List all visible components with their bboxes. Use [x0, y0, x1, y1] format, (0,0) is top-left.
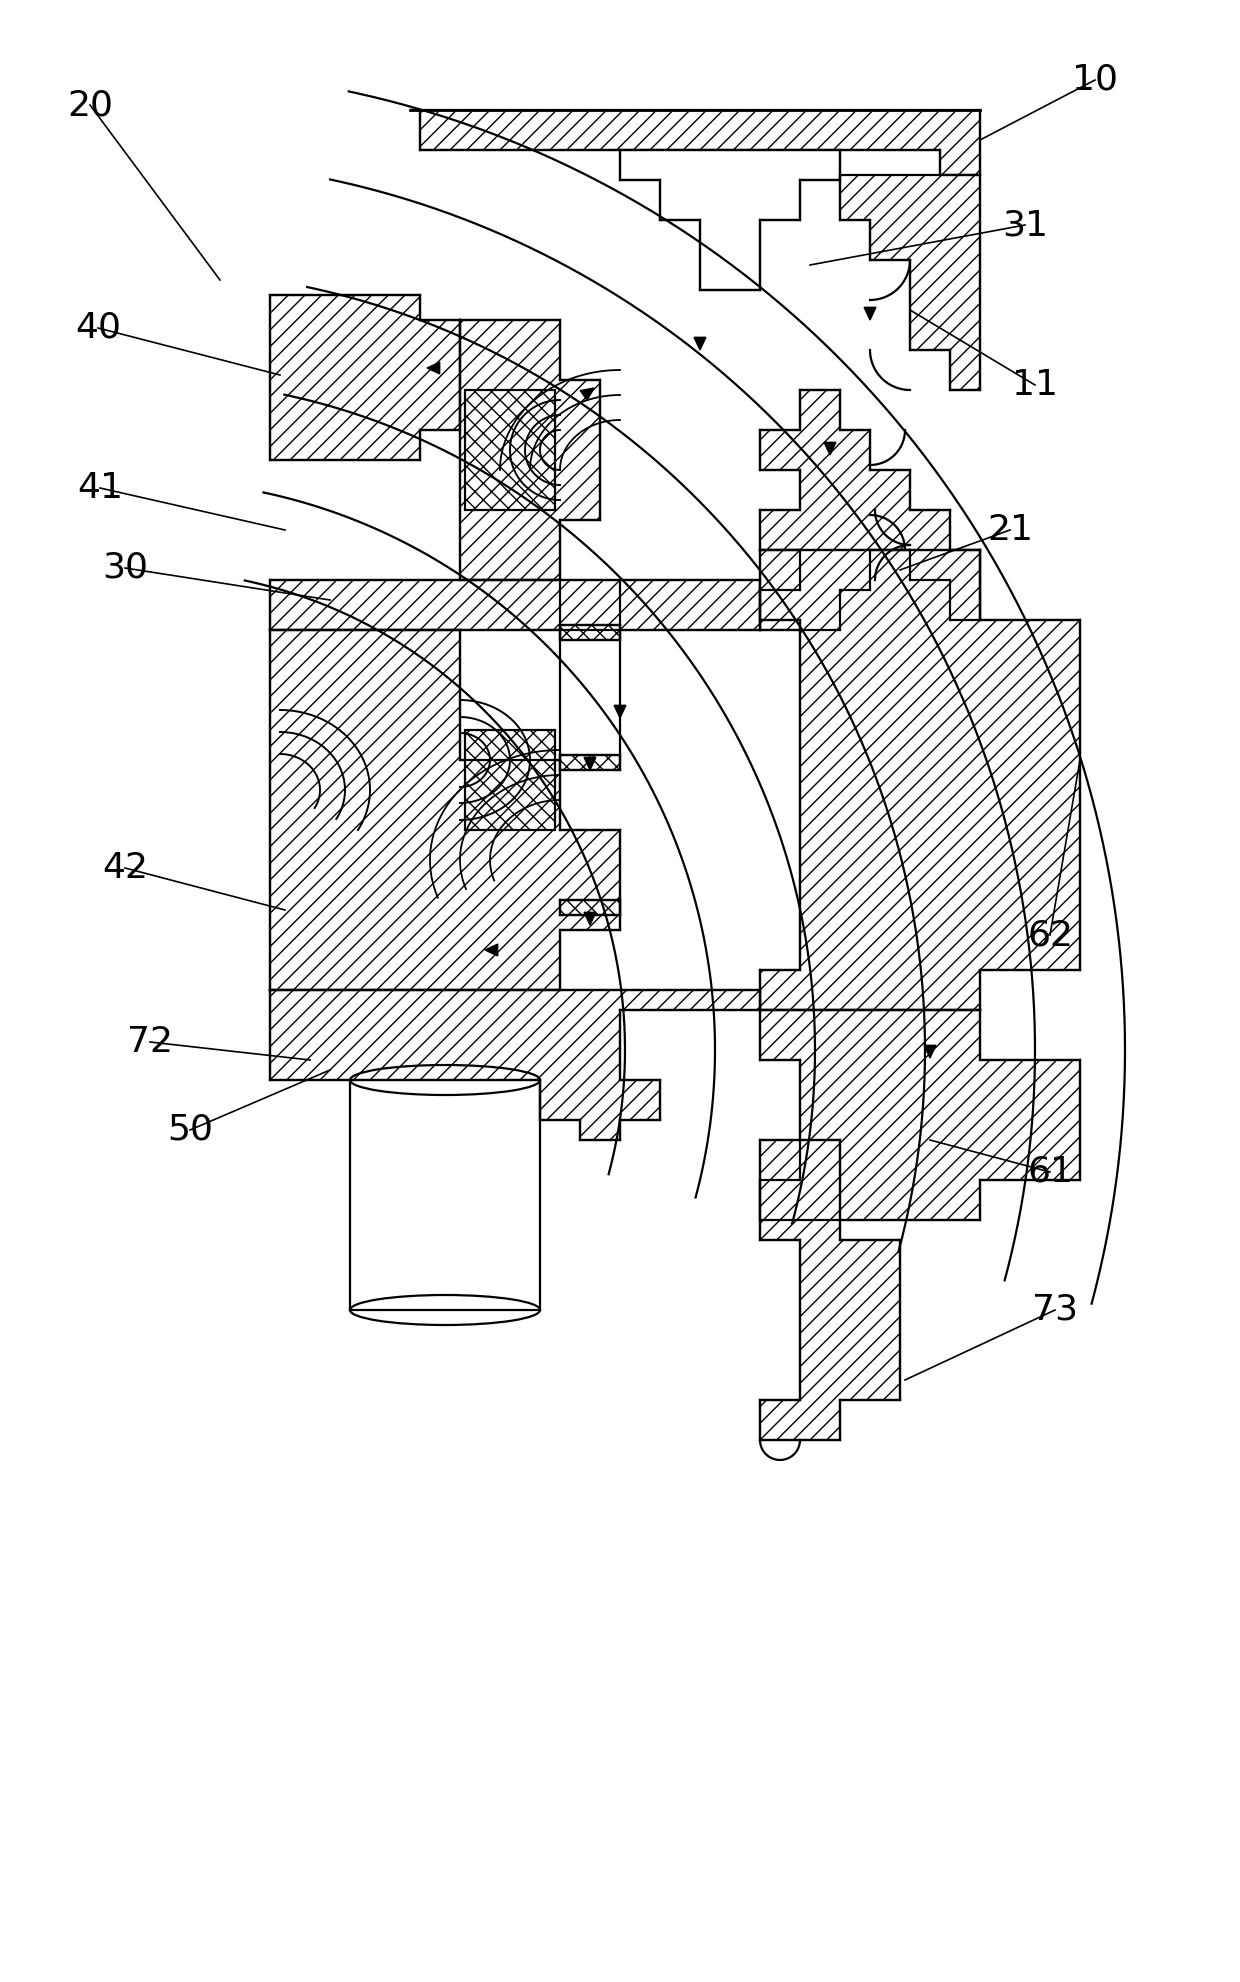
Polygon shape [614, 706, 626, 717]
Polygon shape [584, 912, 596, 926]
Polygon shape [584, 757, 596, 769]
Polygon shape [427, 363, 440, 375]
Polygon shape [560, 755, 620, 769]
Polygon shape [864, 307, 875, 319]
Polygon shape [270, 630, 620, 989]
Text: 72: 72 [126, 1025, 174, 1058]
Polygon shape [760, 1011, 1080, 1221]
Text: 62: 62 [1027, 918, 1073, 951]
Text: 20: 20 [67, 87, 113, 123]
Polygon shape [760, 1140, 900, 1441]
Text: 10: 10 [1073, 63, 1118, 97]
Polygon shape [485, 943, 497, 955]
Text: 61: 61 [1027, 1156, 1073, 1189]
Polygon shape [760, 549, 1080, 1011]
Text: 30: 30 [102, 551, 148, 585]
Text: 50: 50 [167, 1114, 213, 1148]
Polygon shape [270, 581, 760, 630]
Text: 11: 11 [1012, 369, 1058, 402]
Text: 40: 40 [74, 311, 122, 345]
Polygon shape [694, 337, 706, 351]
Polygon shape [560, 624, 620, 640]
Polygon shape [839, 174, 980, 390]
Polygon shape [760, 390, 980, 630]
Polygon shape [924, 1045, 936, 1058]
Polygon shape [270, 989, 760, 1140]
Text: 42: 42 [102, 850, 148, 886]
Polygon shape [410, 109, 980, 174]
Text: 31: 31 [1002, 208, 1048, 242]
Polygon shape [270, 295, 460, 460]
Polygon shape [465, 729, 556, 830]
Polygon shape [580, 388, 594, 400]
Polygon shape [825, 442, 836, 456]
Polygon shape [460, 319, 600, 581]
Text: 41: 41 [77, 472, 123, 505]
Polygon shape [465, 390, 556, 509]
Polygon shape [560, 900, 620, 916]
Text: 21: 21 [987, 513, 1033, 547]
Text: 73: 73 [1032, 1292, 1078, 1328]
Polygon shape [620, 151, 839, 289]
